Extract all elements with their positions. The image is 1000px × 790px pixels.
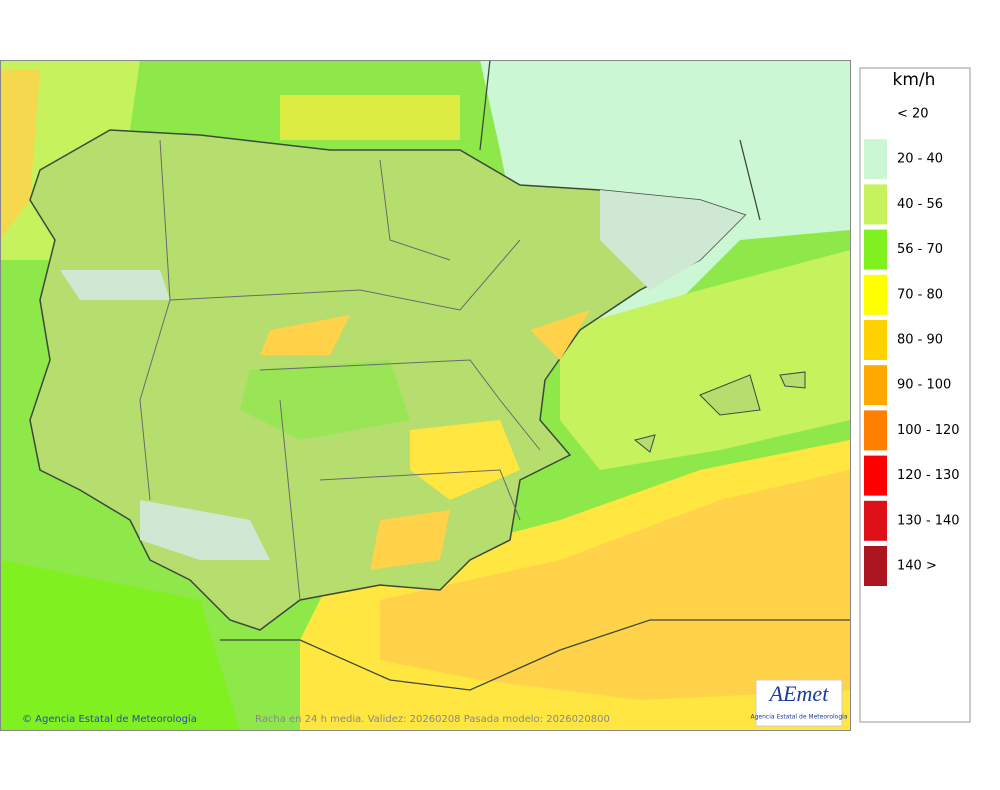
legend-label: < 20	[897, 107, 929, 122]
legend-label: 40 - 56	[897, 197, 943, 212]
logo-subtitle: Agencia Estatal de Meteorología	[751, 714, 848, 721]
legend-label: 120 - 130	[897, 468, 960, 483]
legend-swatch	[864, 229, 887, 270]
legend-swatch	[864, 365, 887, 406]
legend: km/h < 20 20 - 40 40 - 56 56 - 70 70 - 80 80 …	[859, 67, 971, 723]
caption: Racha en 24 h media. Validez: 20260208 P…	[255, 714, 610, 725]
map-frame	[0, 60, 851, 731]
legend-swatch	[864, 500, 887, 541]
legend-swatch	[864, 320, 887, 360]
legend-swatch	[864, 139, 887, 180]
legend-label: 100 - 120	[897, 423, 960, 438]
legend-swatch	[864, 546, 887, 586]
legend-label: 90 - 100	[897, 378, 951, 393]
logo: AEmet Agencia Estatal de Meteorología	[751, 679, 848, 727]
legend-swatch	[864, 410, 887, 451]
map	[0, 60, 850, 730]
legend-label: 80 - 90	[897, 333, 943, 348]
legend-label: 130 - 140	[897, 513, 960, 528]
credit: © Agencia Estatal de Meteorología	[22, 713, 197, 725]
legend-label: 56 - 70	[897, 242, 943, 257]
legend-label: 20 - 40	[897, 152, 943, 167]
legend-label: 140 >	[897, 559, 937, 574]
legend-swatch	[864, 274, 887, 315]
legend-swatch	[864, 455, 887, 496]
legend-title: km/h	[893, 70, 936, 90]
legend-swatch	[864, 184, 887, 225]
logo-name: AEmet	[768, 681, 830, 706]
legend-label: 70 - 80	[897, 287, 943, 302]
